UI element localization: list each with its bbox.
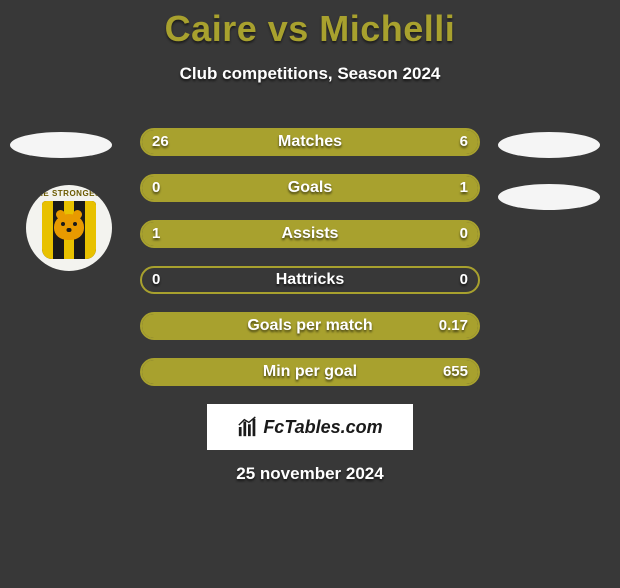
player-right-placeholder-1 [498,132,600,158]
tiger-icon [54,214,84,240]
stat-bar-min-per-goal: Min per goal 655 [140,358,480,386]
chart-bars-icon [237,416,259,438]
stat-bars-container: 26 Matches 6 0 Goals 1 1 Assists 0 0 Hat… [140,128,480,386]
brand-attribution[interactable]: FcTables.com [207,404,413,450]
stat-label: Matches [142,130,478,154]
stat-value-right: 0 [460,222,468,246]
stat-bar-goals-per-match: Goals per match 0.17 [140,312,480,340]
comparison-subtitle: Club competitions, Season 2024 [0,64,620,84]
team-crest: THE STRONGEST [26,185,112,271]
brand-text: FcTables.com [263,417,382,438]
stat-label: Assists [142,222,478,246]
stat-label: Min per goal [142,360,478,384]
stat-value-right: 0.17 [439,314,468,338]
stat-bar-matches: 26 Matches 6 [140,128,480,156]
player-right-placeholder-2 [498,184,600,210]
comparison-title: Caire vs Michelli [0,8,620,50]
stat-bar-hattricks: 0 Hattricks 0 [140,266,480,294]
stat-value-right: 1 [460,176,468,200]
stat-value-right: 0 [460,268,468,292]
stat-label: Goals per match [142,314,478,338]
stat-bar-goals: 0 Goals 1 [140,174,480,202]
stat-value-right: 655 [443,360,468,384]
crest-shield [42,201,96,259]
snapshot-date: 25 november 2024 [0,464,620,484]
stat-label: Goals [142,176,478,200]
player-left-placeholder-1 [10,132,112,158]
stat-label: Hattricks [142,268,478,292]
crest-ring-text: THE STRONGEST [26,189,112,198]
stat-value-right: 6 [460,130,468,154]
stat-bar-assists: 1 Assists 0 [140,220,480,248]
